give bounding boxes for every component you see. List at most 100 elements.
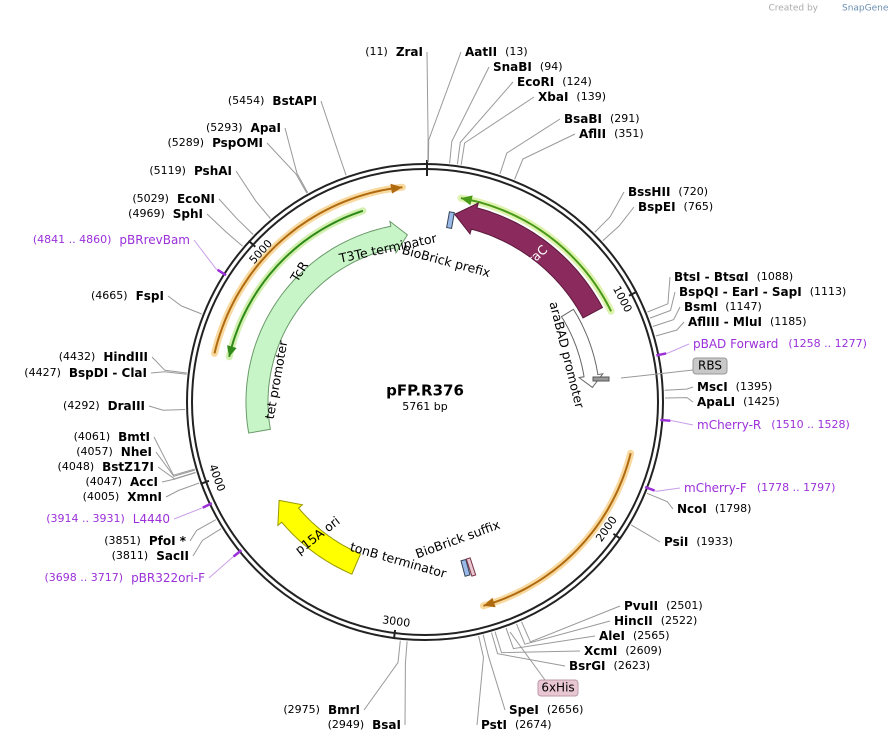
enzyme-label: AatII (13) (465, 45, 528, 59)
leader (664, 386, 694, 391)
brand: SnapGene (842, 4, 889, 14)
enzyme-name: BssHII (628, 185, 670, 199)
enzyme-site: (4969) (128, 207, 165, 220)
enzyme-label: PstI (2674) (481, 718, 552, 732)
leader (649, 291, 676, 319)
rbs-mark (592, 376, 610, 382)
enzyme-label: (2975) BmrI (283, 703, 360, 717)
feature-label: RBS (698, 359, 722, 373)
enzyme-site: (2656) (547, 703, 584, 716)
plasmid-length: 5761 bp (402, 400, 447, 413)
enzyme-label: SnaBI (94) (493, 60, 563, 74)
leader (647, 276, 671, 313)
leader (404, 641, 408, 726)
leader (151, 356, 187, 374)
enzyme-label: AleI (2565) (599, 629, 670, 643)
leader (594, 191, 625, 233)
plasmid-name: pFP.R376 (386, 382, 464, 400)
leader (150, 371, 187, 375)
ring-tick (247, 239, 256, 248)
enzyme-name: BsmI (684, 300, 717, 314)
primer-name: mCherry-R (697, 418, 761, 432)
enzyme-site: (2975) (283, 703, 320, 716)
primer-range: (3698 .. 3717) (45, 571, 124, 584)
enzyme-site: (5029) (132, 192, 169, 205)
feature-head (227, 345, 237, 357)
primer-range: (4841 .. 4860) (33, 233, 112, 246)
enzyme-name: XcmI (584, 644, 617, 658)
enzyme-label: (4665) FspI (91, 289, 164, 303)
leader (476, 635, 485, 726)
feature-label: 6xHis (541, 681, 574, 695)
enzyme-label: (2949) BsaI (328, 718, 401, 732)
primer-label: (3914 .. 3931) L4440 (46, 512, 170, 526)
enzyme-label: BtsI - BtsαI (1088) (674, 270, 793, 284)
enzyme-site: (139) (576, 90, 606, 103)
biobrick-suffix (460, 558, 471, 577)
enzyme-label: PsiI (1933) (664, 535, 733, 549)
enzyme-site: (351) (614, 127, 644, 140)
enzyme-name: BstZ17I (102, 460, 154, 474)
enzyme-name: EcoRI (517, 75, 554, 89)
enzyme-site: (1185) (770, 315, 807, 328)
primer-mark (216, 268, 227, 277)
enzyme-label: (4005) XmnI (83, 490, 162, 504)
primer-range: (3914 .. 3931) (46, 512, 125, 525)
enzyme-site: (13) (505, 45, 528, 58)
enzyme-name: AflII (579, 127, 606, 141)
enzyme-name: BstAPI (272, 94, 317, 108)
enzyme-site: (4427) (24, 366, 61, 379)
enzyme-name: AccI (130, 475, 158, 489)
enzyme-label: (4292) DraIII (63, 399, 145, 413)
enzyme-site: (2674) (515, 718, 552, 731)
enzyme-site: (2609) (625, 644, 662, 657)
enzyme-label: (4427) BspDI - ClaI (24, 366, 147, 380)
feature-arrow (277, 499, 362, 575)
primer-name: L4440 (133, 512, 170, 526)
leader (499, 118, 561, 175)
leader (218, 198, 254, 235)
enzyme-label: AflII (351) (579, 127, 644, 141)
ring-inner (191, 168, 659, 636)
his-mark (465, 557, 477, 577)
enzyme-name: SpeI (509, 703, 539, 717)
primer-mark (644, 485, 655, 492)
leader (206, 213, 243, 247)
feature-label: BioBrick prefix (400, 242, 492, 280)
enzyme-label: (5454) BstAPI (228, 94, 317, 108)
leader (652, 306, 681, 327)
leader (491, 632, 566, 667)
enzyme-label: (4048) BstZ17I (58, 460, 154, 474)
enzyme-label: ApaLI (1425) (697, 395, 780, 409)
enzyme-name: PshAI (194, 164, 232, 178)
primer-range: (1778 .. 1797) (757, 481, 836, 494)
enzyme-name: DraIII (108, 399, 145, 413)
enzyme-site: (1113) (810, 285, 847, 298)
enzyme-label: (5293) ApaI (206, 121, 281, 135)
enzyme-name: NheI (121, 445, 152, 459)
enzyme-label: HincII (2522) (614, 614, 697, 628)
enzyme-label: XbaI (139) (538, 90, 606, 104)
enzyme-site: (2501) (666, 599, 703, 612)
enzyme-site: (5289) (167, 136, 204, 149)
enzyme-label: PvuII (2501) (624, 599, 703, 613)
enzyme-name: BspDI - ClaI (69, 366, 147, 380)
rbs-box (692, 357, 728, 375)
enzyme-label: (3851) PfoI * (104, 534, 186, 548)
enzyme-site: (4432) (59, 350, 96, 363)
enzyme-label: EcoRI (124) (517, 75, 592, 89)
primer-name: pBR322ori-F (131, 571, 205, 585)
enzyme-name: XmnI (127, 490, 162, 504)
primer-name: pBAD Forward (693, 337, 778, 351)
enzyme-label: (3811) SacII (112, 549, 189, 563)
primer-range: (1258 .. 1277) (788, 337, 867, 350)
leader (284, 127, 309, 193)
leader (161, 472, 196, 483)
ring-tick (392, 629, 397, 640)
enzyme-name: ApaI (251, 121, 281, 135)
ring-outer (186, 163, 664, 641)
enzyme-label: BsaBI (291) (564, 112, 640, 126)
enzyme-name: MscI (697, 380, 728, 394)
